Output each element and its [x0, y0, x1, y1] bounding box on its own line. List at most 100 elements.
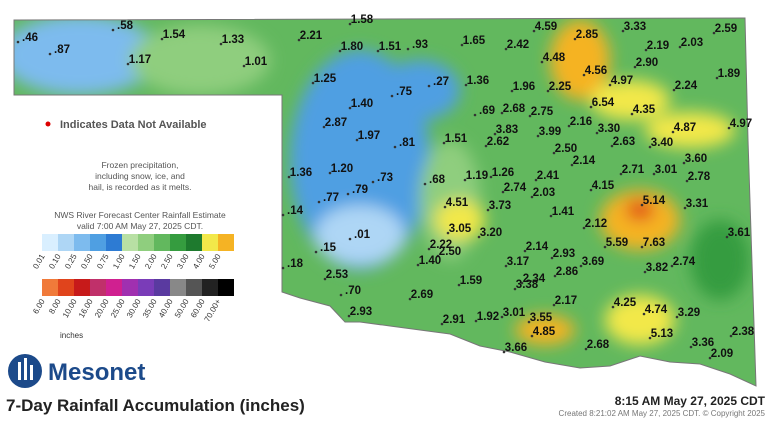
station-value: 2.87 — [325, 117, 347, 129]
station-value: 3.30 — [598, 123, 620, 135]
station-dot — [443, 205, 447, 209]
station-value: 1.40 — [419, 255, 441, 267]
station-value: 3.20 — [480, 227, 502, 239]
legend-label: 4.00 — [191, 252, 207, 270]
legend-label: 70.00+ — [203, 297, 223, 323]
station-dot — [442, 141, 446, 145]
legend-label: 6.00 — [31, 297, 47, 315]
station-value: 1.58 — [351, 14, 374, 26]
station-dot — [281, 266, 285, 270]
station-dot — [348, 22, 352, 26]
legend-swatch — [202, 279, 218, 296]
station-dot — [346, 192, 350, 196]
station-dot — [500, 315, 504, 319]
station-value: 1.01 — [245, 56, 268, 68]
station-value: 1.51 — [379, 41, 402, 53]
station-dot — [530, 195, 534, 199]
legend: 0.01 0.10 0.25 0.50 0.75 1.00 1.50 2.00 2.50 3.00… — [31, 234, 234, 323]
station-value: 2.03 — [533, 187, 555, 199]
nws-note: valid 7:00 AM May 27, 2025 CDT. — [77, 221, 203, 231]
station-dot — [675, 315, 679, 319]
station-value: .87 — [54, 44, 70, 56]
station-dot — [567, 124, 571, 128]
station-value: 2.17 — [555, 295, 577, 307]
station-value: 2.24 — [675, 80, 698, 92]
station-dot — [16, 40, 20, 44]
station-dot — [648, 145, 652, 149]
station-value: 2.62 — [487, 136, 509, 148]
station-dot — [678, 45, 682, 49]
station-dot — [513, 287, 517, 291]
station-value: .27 — [433, 76, 449, 88]
station-value: 2.16 — [570, 116, 592, 128]
station-value: 2.19 — [647, 40, 669, 52]
legend-swatch — [186, 279, 202, 296]
station-dot — [464, 83, 468, 87]
station-value: 4.48 — [543, 52, 566, 64]
legend-label: 16.00 — [77, 297, 95, 319]
station-value: 2.14 — [573, 155, 596, 167]
station-value: 3.73 — [489, 200, 511, 212]
legend-swatch — [42, 234, 58, 251]
legend-label: 1.50 — [127, 252, 143, 270]
station-dot — [504, 264, 508, 268]
brand: Mesonet — [48, 359, 145, 386]
station-dot — [314, 250, 318, 254]
station-dot — [682, 161, 686, 165]
station-value: 2.68 — [587, 339, 610, 351]
station-dot — [440, 322, 444, 326]
station-value: 2.68 — [503, 103, 526, 115]
station-value: 3.05 — [449, 223, 472, 235]
state-outline — [13, 17, 757, 387]
legend-swatch — [122, 279, 138, 296]
station-dot — [633, 65, 637, 69]
legend-label: 1.00 — [111, 252, 127, 270]
station-dot — [611, 305, 615, 309]
station-value: .69 — [479, 105, 495, 117]
station-value: 3.40 — [651, 137, 673, 149]
station-dot — [589, 188, 593, 192]
station-dot — [640, 203, 644, 207]
station-dot — [486, 208, 490, 212]
station-dot — [242, 64, 246, 68]
station-dot — [376, 49, 380, 53]
station-value: 3.82 — [646, 262, 668, 274]
station-value: .77 — [323, 192, 339, 204]
legend-label: 2.00 — [143, 252, 159, 270]
legend-label: 0.50 — [79, 252, 95, 270]
legend-label: 8.00 — [47, 297, 63, 315]
station-dot — [436, 254, 440, 258]
station-dot — [536, 134, 540, 138]
station-dot — [603, 245, 607, 249]
station-dot — [500, 111, 504, 115]
station-dot — [570, 163, 574, 167]
station-value: 2.12 — [585, 218, 607, 230]
station-value: 2.93 — [553, 248, 575, 260]
station-value: 2.86 — [556, 266, 578, 278]
station-dot — [671, 130, 675, 134]
legend-label: 50.00 — [173, 297, 191, 319]
station-value: 2.75 — [531, 106, 554, 118]
station-value: 2.34 — [523, 273, 546, 285]
legend-swatch — [218, 234, 234, 251]
station-value: .14 — [287, 205, 304, 217]
station-value: 3.38 — [516, 279, 539, 291]
station-value: 1.36 — [290, 167, 312, 179]
station-dot — [281, 213, 285, 217]
legend-label: 25.00 — [109, 297, 127, 319]
legend-swatch — [122, 234, 138, 251]
station-dot — [689, 345, 693, 349]
station-dot — [473, 113, 477, 117]
legend-swatch — [154, 234, 170, 251]
station-value: 4.56 — [585, 65, 607, 77]
station-value: 4.25 — [614, 297, 637, 309]
station-value: 2.50 — [439, 246, 461, 258]
legend-swatch — [154, 279, 170, 296]
station-dot — [725, 235, 729, 239]
legend-swatch — [170, 234, 186, 251]
legend-label: 2.50 — [159, 252, 175, 270]
station-dot — [406, 47, 410, 51]
legend-label: 30.00 — [125, 297, 143, 319]
station-dot — [643, 270, 647, 274]
